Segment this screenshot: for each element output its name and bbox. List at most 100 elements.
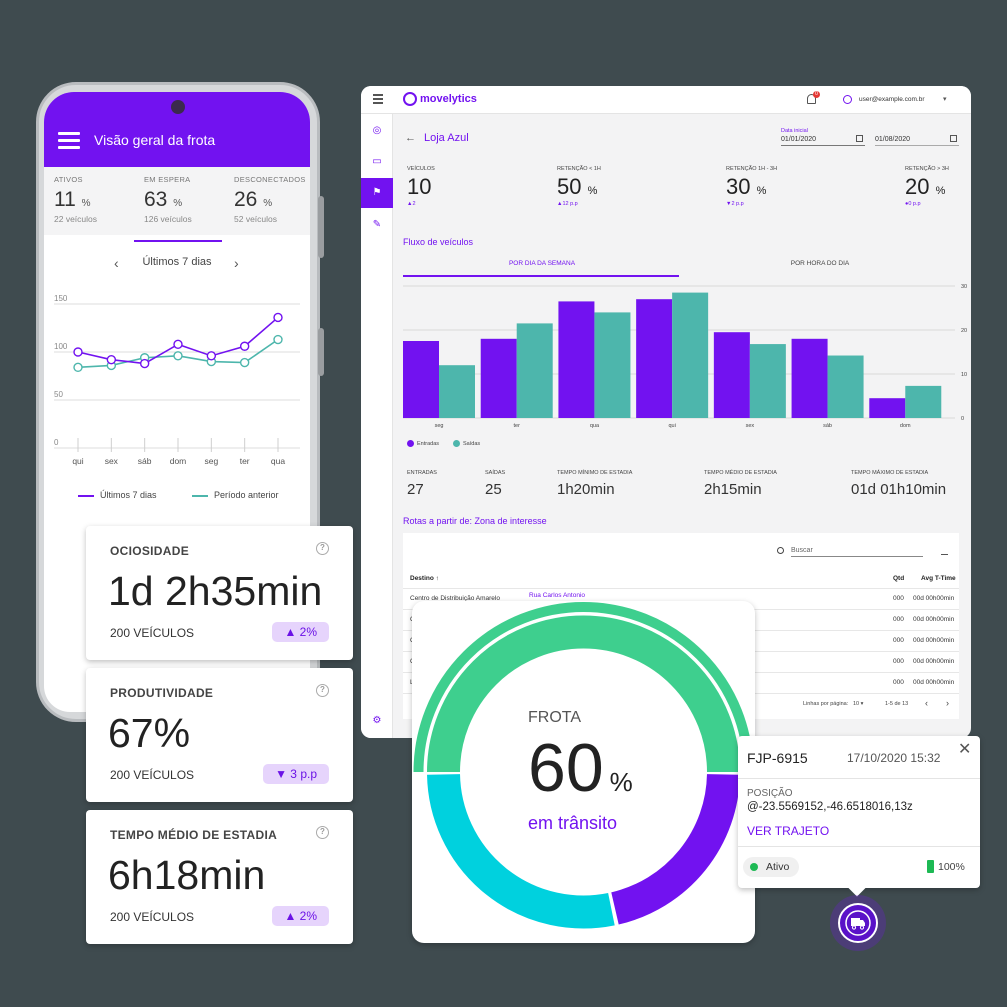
- back-arrow-icon[interactable]: ←: [405, 132, 416, 144]
- cell-destination: L: [410, 679, 414, 686]
- line-chart: 0 50 100 150 qui sex sáb dom seg ter qua: [54, 294, 300, 466]
- x-tick-label: sáb: [138, 456, 152, 466]
- chevron-left-icon[interactable]: ‹: [114, 255, 119, 271]
- routes-title: Rotas a partir de: Zona de interesse: [403, 516, 547, 526]
- phone-volume-button: [318, 328, 324, 376]
- logo-icon: [403, 92, 417, 106]
- view-route-link[interactable]: VER TRAJETO: [747, 824, 830, 838]
- cell-qty: 000: [893, 637, 904, 644]
- user-email[interactable]: user@example.com.br: [859, 96, 925, 103]
- vehicle-marker[interactable]: [838, 903, 878, 943]
- stat-label: ATIVOS: [54, 175, 83, 184]
- battery-icon: [927, 860, 934, 873]
- stat-disconnected[interactable]: DESCONECTADOS 26 % 52 veículos: [234, 175, 306, 224]
- bar-chart: 0 10 20 30 seg ter qua qui sex sáb dom: [403, 284, 967, 429]
- bar: [791, 338, 828, 418]
- x-tick-label: sex: [105, 456, 119, 466]
- date-end-field[interactable]: . 01/08/2020: [875, 128, 959, 146]
- legend-exits: Saídas: [453, 440, 480, 447]
- gauge-unit: %: [609, 767, 633, 797]
- cell-time: 00d 00h00min: [913, 616, 955, 623]
- download-icon[interactable]: [941, 547, 948, 555]
- tab-by-weekday[interactable]: POR DIA DA SEMANA: [508, 260, 576, 267]
- col-destination[interactable]: Destino ↑: [410, 575, 439, 582]
- data-point: [139, 358, 150, 369]
- nav-settings-icon[interactable]: ⚙: [372, 715, 382, 726]
- data-point: [273, 312, 283, 323]
- caret-down-icon[interactable]: ▾: [943, 96, 947, 103]
- metric-max-stay: TEMPO MÁXIMO DE ESTADIA 01d 01h10min: [851, 470, 946, 498]
- legend-label: Entradas: [417, 440, 440, 447]
- close-icon[interactable]: ✕: [958, 741, 972, 758]
- cell-address[interactable]: Rua Carlos Antonio: [529, 592, 586, 599]
- vehicle-datetime: 17/10/2020 15:32: [847, 751, 941, 765]
- date-start-field[interactable]: Data inicial 01/01/2020: [781, 128, 865, 146]
- stat-sub: 22 veículos: [54, 214, 97, 224]
- menu-icon[interactable]: [373, 94, 383, 104]
- status-badge: Ativo: [743, 857, 799, 877]
- date-value: 01/01/2020: [781, 136, 817, 143]
- stat-active[interactable]: ATIVOS 11 % 22 veículos: [54, 175, 97, 224]
- data-point: [239, 357, 250, 368]
- y-tick-label: 100: [54, 342, 68, 351]
- kpi-label: RETENÇÃO > 3H: [905, 166, 949, 172]
- gauge-value: 60: [528, 730, 604, 806]
- cell-destination: Centro de Distribuição Amarelo: [410, 595, 500, 602]
- cell-time: 00d 00h00min: [913, 679, 955, 686]
- stat-value: 11: [54, 188, 76, 211]
- metric-value: 1h20min: [557, 481, 615, 498]
- menu-icon[interactable]: [58, 132, 80, 149]
- tab-by-hour[interactable]: POR HORA DO DIA: [790, 260, 850, 267]
- card-title: OCIOSIDADE: [110, 544, 190, 558]
- bar: [905, 385, 942, 418]
- prev-page-icon[interactable]: ‹: [925, 698, 928, 708]
- nav-location-icon[interactable]: ◎: [372, 125, 382, 136]
- table-row[interactable]: Centro de Distribuição Amarelo Rua Carlo…: [403, 588, 959, 609]
- stat-waiting[interactable]: EM ESPERA 63 % 126 veículos: [144, 175, 192, 224]
- nav-truck-icon[interactable]: ▭: [372, 156, 382, 167]
- kpi-delta: ▲12 p.p: [557, 201, 578, 207]
- calendar-icon[interactable]: [950, 135, 957, 142]
- rows-per-page-select[interactable]: 10 ▾: [853, 701, 864, 707]
- bar: [869, 398, 906, 418]
- card-sub: 200 VEÍCULOS: [110, 626, 195, 640]
- nav-flag-icon[interactable]: ⚑: [361, 178, 393, 208]
- nav-wrench-icon[interactable]: ✎: [372, 219, 382, 230]
- kpi-unit: %: [935, 185, 946, 197]
- rows-per-page-label: Linhas por página:: [803, 701, 849, 707]
- user-icon[interactable]: [843, 95, 852, 104]
- col-avg-time[interactable]: Avg T-Time: [921, 575, 956, 582]
- help-icon[interactable]: ?: [316, 684, 329, 697]
- page-range: 1-5 de 13: [885, 701, 909, 707]
- bell-icon[interactable]: [807, 94, 816, 104]
- metric-label: ENTRADAS: [407, 470, 437, 476]
- kpi-value: 50: [557, 174, 582, 199]
- metric-avg-stay: TEMPO MÉDIO DE ESTADIA 2h15min: [704, 470, 777, 498]
- store-name: Loja Azul: [424, 132, 469, 144]
- metric-value: 25: [485, 481, 502, 498]
- divider: [738, 778, 980, 779]
- y-tick-label: 50: [54, 390, 63, 399]
- chevron-right-icon[interactable]: ›: [234, 255, 239, 271]
- help-icon[interactable]: ?: [316, 542, 329, 555]
- next-page-icon[interactable]: ›: [946, 698, 949, 708]
- kpi-unit: %: [587, 185, 598, 197]
- bar: [749, 344, 786, 418]
- cell-qty: 000: [893, 679, 904, 686]
- metric-value: 01d 01h10min: [851, 481, 947, 498]
- kpi-retention-gt3h: RETENÇÃO > 3H 20 % ●0 p.p: [905, 166, 949, 207]
- logo-text: movelytics: [420, 92, 477, 105]
- data-point: [73, 347, 83, 357]
- help-icon[interactable]: ?: [316, 826, 329, 839]
- search-input[interactable]: Buscar: [791, 547, 923, 557]
- stat-sub: 52 veículos: [234, 214, 277, 224]
- phone-title: Visão geral da frota: [94, 132, 216, 148]
- kpi-vehicles: VEÍCULOS 10 ▲2: [407, 166, 435, 207]
- bar: [713, 332, 750, 418]
- calendar-icon[interactable]: [856, 135, 863, 142]
- x-tick-label: qui: [72, 456, 83, 466]
- battery-level: 100%: [938, 861, 965, 873]
- kpi-retention-1h-3h: RETENÇÃO 1H - 3H 30 % ▼2 p.p: [726, 166, 777, 207]
- x-tick-label: sex: [746, 423, 755, 429]
- col-qty[interactable]: Qtd: [893, 575, 905, 582]
